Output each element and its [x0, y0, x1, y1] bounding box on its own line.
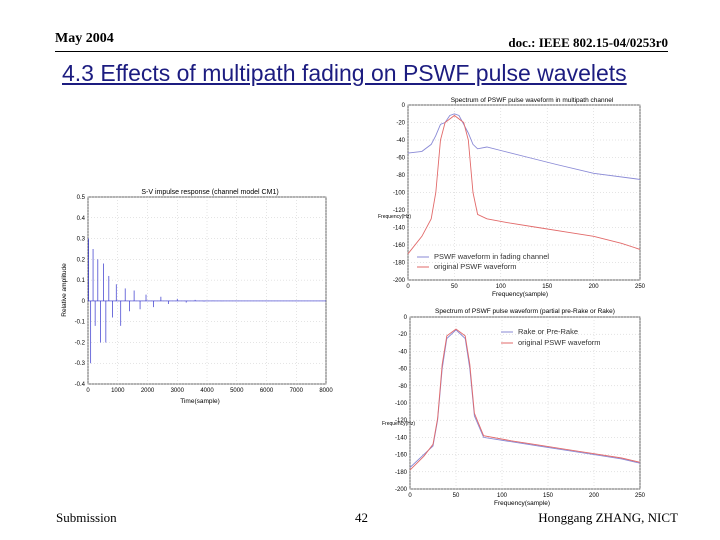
x-tick-label: 0: [86, 388, 90, 394]
x-tick-label: 1000: [111, 388, 125, 394]
footer-author: Honggang ZHANG, NICT: [538, 510, 678, 525]
y-tick-label: -80: [396, 173, 405, 179]
x-tick-label: 8000: [319, 388, 333, 394]
rake-legend-2: original PSWF waveform: [518, 338, 601, 347]
rake-grid: [409, 316, 641, 490]
y-tick-label: -180: [395, 470, 408, 476]
x-tick-label: 200: [589, 284, 600, 290]
y-tick-label: -20: [398, 332, 407, 338]
impulse-y-label: Relative amplitude: [61, 263, 68, 317]
x-tick-label: 150: [542, 284, 553, 290]
y-tick-label: -200: [393, 278, 406, 284]
multipath-legend: PSWF waveform in fading channel original…: [417, 252, 549, 271]
multipath-legend-1: PSWF waveform in fading channel: [434, 252, 549, 261]
x-tick-label: 200: [589, 493, 600, 499]
x-tick-label: 150: [543, 493, 554, 499]
multipath-spectrum-chart: 0 50 100 150 200 250 0 -20 -40 -60 -80 -100 -120 -140…: [378, 97, 646, 298]
y-tick-label: 0: [402, 103, 406, 109]
y-tick-label: -0.4: [75, 382, 86, 388]
y-tick-label: -60: [396, 156, 405, 162]
x-tick-label: 3000: [171, 388, 185, 394]
y-tick-label: -0.3: [75, 361, 86, 367]
y-tick-label: 0.1: [77, 278, 86, 284]
y-tick-label: -100: [393, 191, 406, 197]
y-tick-label: -0.1: [75, 320, 86, 326]
multipath-grid: [407, 104, 641, 281]
multipath-series: [407, 113, 641, 255]
multipath-legend-2: original PSWF waveform: [434, 262, 517, 271]
header-date: May 2004: [55, 31, 114, 46]
multipath-x-label: Frequency(sample): [492, 291, 548, 298]
impulse-ticks: 0 1000 2000 3000 4000 5000 6000 7000 8000 0.5 0.4 0…: [75, 195, 334, 394]
x-tick-label: 6000: [260, 388, 274, 394]
rake-spectrum-chart: 0 50 100 150 200 250 0 -20 -40 -60 -80 -100 -120 -140…: [382, 308, 646, 507]
impulse-series: [88, 238, 326, 364]
series-line-2: [407, 114, 641, 255]
slide-title: 4.3 Effects of multipath fading on PSWF …: [62, 60, 627, 86]
x-tick-label: 2000: [141, 388, 155, 394]
y-tick-label: -120: [395, 418, 408, 424]
x-tick-label: 4000: [200, 388, 214, 394]
x-tick-label: 7000: [290, 388, 304, 394]
y-tick-label: -120: [393, 208, 406, 214]
series-line-1: [407, 113, 641, 180]
header-doc-id: doc.: IEEE 802.15-04/0253r0: [508, 35, 668, 50]
impulse-response-chart: 0 1000 2000 3000 4000 5000 6000 7000 8000 0.5 0.4 0…: [61, 189, 334, 405]
x-tick-label: 250: [635, 493, 646, 499]
footer-submission: Submission: [56, 510, 117, 525]
y-tick-label: -160: [393, 243, 406, 249]
multipath-annotation: Frequency(Hz): [378, 214, 411, 220]
y-tick-label: -100: [395, 401, 408, 407]
y-tick-label: 0: [82, 299, 86, 305]
x-tick-label: 50: [453, 493, 460, 499]
footer-page-number: 42: [355, 510, 368, 525]
rake-series: [409, 328, 641, 471]
y-tick-label: -140: [395, 435, 408, 441]
rake-annotation: Frequency(Hz): [382, 421, 415, 427]
x-tick-label: 250: [635, 284, 646, 290]
y-tick-label: -180: [393, 261, 406, 267]
y-tick-label: 0.4: [77, 216, 86, 222]
rake-legend-1: Rake or Pre-Rake: [518, 327, 578, 336]
header-rule: [55, 51, 668, 52]
y-tick-label: -20: [396, 121, 405, 127]
y-tick-label: -60: [398, 367, 407, 373]
y-tick-label: -200: [395, 487, 408, 493]
rake-legend: Rake or Pre-Rake original PSWF waveform: [501, 327, 601, 347]
multipath-ticks: 0 50 100 150 200 250 0 -20 -40 -60 -80 -100 -120 -140…: [393, 103, 646, 290]
y-tick-label: -160: [395, 453, 408, 459]
rake-ticks: 0 50 100 150 200 250 0 -20 -40 -60 -80 -100 -120 -140…: [395, 315, 646, 499]
x-tick-label: 5000: [230, 388, 244, 394]
y-tick-label: 0.2: [77, 257, 86, 263]
rake-chart-title: Spectrum of PSWF pulse waveform (partial…: [435, 308, 615, 315]
x-tick-label: 100: [496, 284, 507, 290]
y-tick-label: -40: [396, 138, 405, 144]
y-tick-label: -80: [398, 384, 407, 390]
impulse-x-label: Time(sample): [180, 398, 220, 405]
multipath-chart-title: Spectrum of PSWF pulse waveform in multi…: [451, 97, 614, 104]
x-tick-label: 0: [408, 493, 412, 499]
y-tick-label: 0.5: [77, 195, 86, 201]
x-tick-label: 50: [451, 284, 458, 290]
y-tick-label: 0.3: [77, 237, 86, 243]
x-tick-label: 100: [497, 493, 508, 499]
y-tick-label: 0: [404, 315, 408, 321]
y-tick-label: -40: [398, 349, 407, 355]
x-tick-label: 0: [406, 284, 410, 290]
impulse-chart-title: S-V impulse response (channel model CM1): [141, 189, 278, 196]
y-tick-label: -0.2: [75, 340, 86, 346]
y-tick-label: -140: [393, 226, 406, 232]
rake-x-label: Frequency(sample): [494, 500, 550, 507]
series-line-2: [409, 328, 641, 471]
